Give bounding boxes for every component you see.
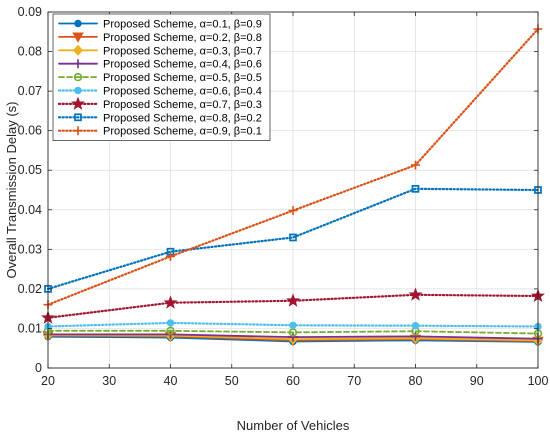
legend-entry: Proposed Scheme, α=0.3, β=0.7 [58, 44, 262, 57]
legend-marker [73, 72, 83, 82]
legend-label: Proposed Scheme, α=0.3, β=0.7 [103, 45, 262, 57]
x-axis-label: Number of Vehicles [237, 418, 350, 433]
legend-entry: Proposed Scheme, α=0.6, β=0.4 [57, 86, 262, 98]
x-tick-label: 40 [164, 374, 178, 388]
legend-label: Proposed Scheme, α=0.6, β=0.4 [103, 86, 262, 98]
x-tick-label: 70 [347, 374, 361, 388]
data-point [288, 332, 298, 342]
y-tick-label: 0.05 [18, 163, 42, 177]
data-point [289, 321, 297, 329]
y-axis-label: Overall Transmission Delay (s) [4, 102, 19, 279]
y-tick-label: 0.03 [18, 242, 42, 256]
legend-entry: Proposed Scheme, α=0.1, β=0.9 [58, 19, 262, 31]
legend-marker [70, 96, 86, 110]
data-point [163, 295, 178, 309]
x-tick-label: 50 [225, 374, 239, 388]
data-point [166, 251, 175, 261]
data-point [166, 319, 175, 327]
legend-entry: Proposed Scheme, α=0.5, β=0.5 [58, 72, 262, 84]
data-point [166, 326, 175, 336]
legend-marker [73, 126, 83, 136]
data-point [408, 287, 423, 301]
legend-label: Proposed Scheme, α=0.9, β=0.1 [103, 126, 262, 138]
legend-marker [74, 113, 82, 122]
legend-label: Proposed Scheme, α=0.4, β=0.6 [103, 59, 262, 71]
legend-marker [72, 32, 84, 43]
data-point [288, 328, 298, 337]
y-tick-label: 0.02 [18, 282, 42, 296]
series-line [46, 187, 540, 290]
x-tick-label: 100 [528, 374, 549, 388]
legend-label: Proposed Scheme, α=0.2, β=0.8 [103, 32, 262, 44]
y-tick-label: 0.09 [18, 5, 42, 19]
data-point [285, 293, 301, 307]
y-tick-label: 0.07 [18, 84, 42, 98]
y-tick-label: 0 [35, 361, 42, 375]
data-point [288, 206, 298, 216]
x-tick-label: 90 [470, 374, 484, 388]
legend-marker [73, 59, 83, 69]
x-tick-label: 80 [409, 374, 423, 388]
series-line [47, 329, 539, 335]
y-tick-label: 0.08 [18, 45, 42, 59]
y-tick-label: 0.06 [18, 124, 42, 138]
x-tick-label: 60 [286, 374, 300, 388]
legend-label: Proposed Scheme, α=0.1, β=0.9 [103, 19, 262, 31]
legend-entry: Proposed Scheme, α=0.2, β=0.8 [58, 32, 262, 44]
x-tick-label: 30 [102, 374, 116, 388]
data-point [411, 321, 420, 330]
y-tick-label: 0.01 [18, 321, 42, 335]
data-point [411, 160, 420, 170]
data-point [411, 184, 420, 193]
data-point [289, 233, 297, 242]
legend-entry: Proposed Scheme, α=0.9, β=0.1 [57, 126, 262, 138]
legend-label: Proposed Scheme, α=0.5, β=0.5 [103, 72, 262, 84]
legend-marker [74, 86, 82, 95]
legend-label: Proposed Scheme, α=0.7, β=0.3 [103, 99, 262, 111]
legend-marker [74, 19, 82, 28]
legend-box [52, 13, 271, 141]
axis-ticks: 20 30 40 50 60 70 80 90 100 0 0.01 0.02 0.03 0.04 0.05… [18, 5, 549, 388]
legend-entry: Proposed Scheme, α=0.7, β=0.3 [57, 96, 262, 111]
legend-entry: Proposed Scheme, α=0.8, β=0.2 [57, 112, 262, 124]
data-point [411, 331, 420, 341]
x-tick-label: 20 [41, 374, 55, 388]
legend-label: Proposed Scheme, α=0.8, β=0.2 [103, 112, 262, 124]
legend-marker [72, 44, 84, 56]
legend-entry: Proposed Scheme, α=0.4, β=0.6 [58, 59, 262, 71]
y-tick-label: 0.04 [18, 203, 42, 217]
